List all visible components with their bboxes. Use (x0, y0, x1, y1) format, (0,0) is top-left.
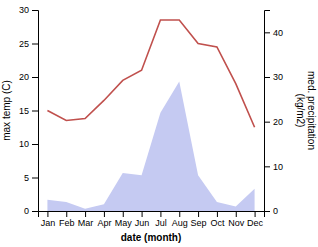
tick-label: 10 (273, 162, 283, 172)
tick-label: Sep (191, 218, 207, 228)
tick: Apr (97, 211, 111, 228)
tick-mark (32, 178, 38, 179)
tick: 40 (264, 28, 283, 38)
tick-label: 0 (273, 206, 278, 216)
tick-mark (264, 166, 270, 167)
tick: 30 (264, 72, 283, 82)
tick-label: 10 (19, 139, 29, 149)
tick-label: 5 (24, 173, 29, 183)
tick: Feb (59, 211, 75, 228)
tick-mark (217, 211, 218, 217)
tick: 0 (264, 206, 278, 216)
tick: 10 (264, 162, 283, 172)
tick-label: Oct (210, 218, 225, 228)
area (47, 81, 254, 211)
x-axis-title: date (month) (121, 232, 182, 243)
tick: Mar (78, 211, 94, 228)
tick-label: 20 (273, 117, 283, 127)
tick-mark (47, 211, 48, 217)
tick-mark (32, 10, 38, 11)
tick: 30 (19, 5, 38, 15)
tick-mark (264, 32, 270, 33)
tick: 10 (19, 139, 38, 149)
tick-mark (264, 122, 270, 123)
tick-mark (264, 77, 270, 78)
axis-line (32, 11, 39, 212)
tick-label: Jan (41, 218, 56, 228)
tick-label: Apr (97, 218, 111, 228)
tick-label: 25 (19, 39, 29, 49)
tick-mark (255, 211, 256, 217)
tick: Aug (172, 211, 188, 228)
tick-mark (236, 211, 237, 217)
tick-mark (85, 211, 86, 217)
tick-label: Dec (247, 218, 264, 228)
tick-label: 40 (273, 28, 283, 38)
tick-mark (66, 211, 67, 217)
y-axis: 0 5 10 15 20 25 30 (19, 5, 39, 216)
tick-mark (179, 211, 180, 217)
tick-label: May (115, 218, 133, 228)
tick: Jul (155, 211, 167, 228)
tick-label: Mar (78, 218, 94, 228)
y-axis-title: max temp (C) (1, 80, 12, 141)
tick-label: 20 (19, 72, 29, 82)
tick-mark (32, 144, 38, 145)
tick: 0 (24, 206, 38, 216)
tick: Sep (191, 211, 207, 228)
tick-label: 15 (19, 106, 29, 116)
tick-mark (123, 211, 124, 217)
tick-label: Jun (135, 218, 150, 228)
tick: Nov (228, 211, 245, 228)
tick-mark (142, 211, 143, 217)
tick-mark (264, 211, 270, 212)
x-axis: JanFebMarApr MayJun Jul AugSepOctNovDec (39, 211, 265, 228)
tick: Oct (210, 211, 225, 228)
tick: 20 (19, 72, 38, 82)
marks (47, 20, 254, 211)
y2-axis: 0 10 20 30 40 (264, 11, 283, 217)
axis-line (39, 212, 265, 218)
tick-label: 30 (273, 72, 283, 82)
tick-label: 30 (19, 5, 29, 15)
tick-label: 0 (24, 206, 29, 216)
axis-line (265, 11, 271, 212)
tick: 20 (264, 117, 283, 127)
chart: JanFebMarApr MayJun Jul AugSepOctNovDec 0 5 10… (0, 0, 318, 247)
tick-mark (32, 77, 38, 78)
tick-mark (198, 211, 199, 217)
tick-label: Feb (59, 218, 75, 228)
tick: Jan (41, 211, 56, 228)
tick-mark (32, 111, 38, 112)
tick-label: Nov (228, 218, 245, 228)
plot: JanFebMarApr MayJun Jul AugSepOctNovDec 0 5 10… (1, 5, 317, 243)
tick-label: Jul (155, 218, 167, 228)
tick: Jun (135, 211, 150, 228)
tick: May (115, 211, 133, 228)
tick: 5 (24, 173, 38, 183)
tick-label: Aug (172, 218, 188, 228)
tick-mark (104, 211, 105, 217)
tick-mark (160, 211, 161, 217)
tick: 15 (19, 106, 38, 116)
tick-mark (32, 44, 38, 45)
tick: 25 (19, 39, 38, 49)
tick-mark (32, 211, 38, 212)
y2-axis-title: med. precipitation(kg/m2) (295, 71, 318, 150)
line (47, 20, 254, 127)
tick: Dec (247, 211, 264, 228)
